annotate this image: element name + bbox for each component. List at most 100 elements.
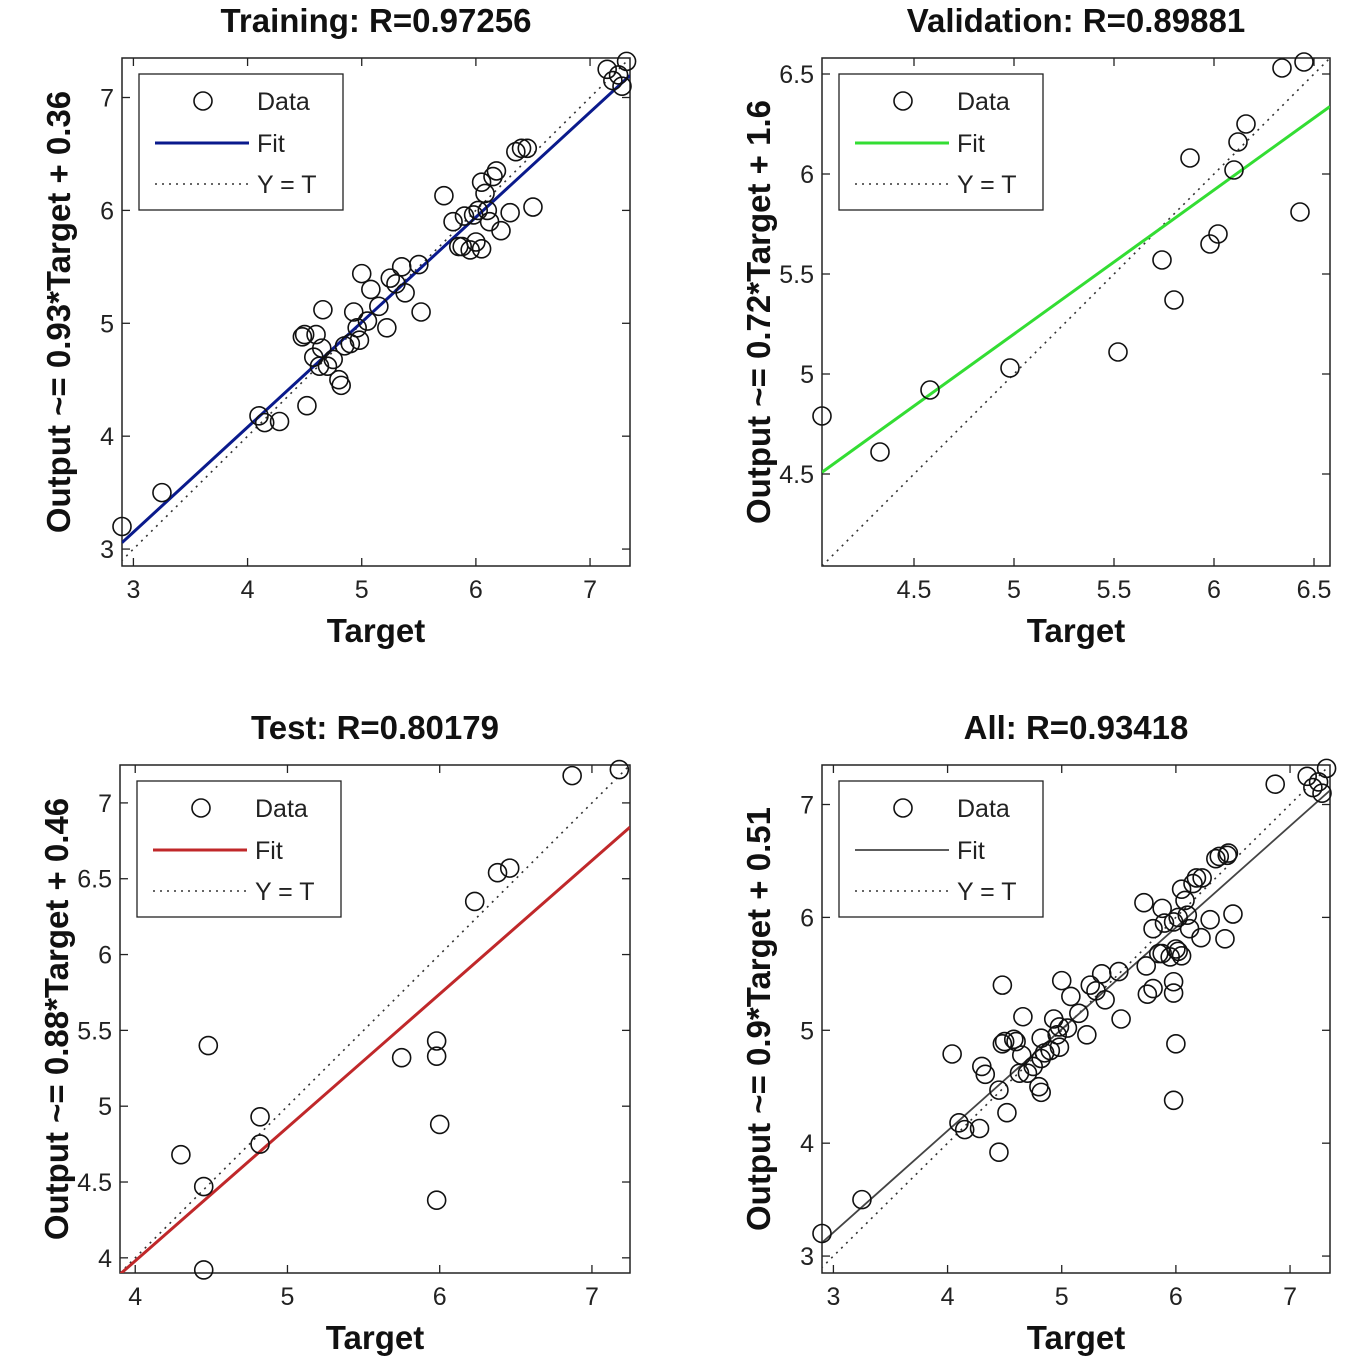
test-y-tick-label: 5.5 — [77, 1017, 112, 1045]
all-data-point — [1186, 868, 1207, 888]
validation-data-point — [1208, 224, 1228, 244]
all-data-point — [1080, 975, 1101, 995]
training-x-tick-label: 6 — [469, 576, 483, 604]
training-data-point — [477, 200, 498, 221]
validation-x-tick-label: 5.5 — [1097, 576, 1132, 604]
training-data-point — [517, 138, 538, 159]
all-data-point — [1111, 1009, 1131, 1029]
all-data-point — [1069, 1003, 1089, 1024]
all-data-point — [1061, 986, 1081, 1007]
all-legend-box — [838, 780, 1044, 918]
validation-data-point — [1290, 202, 1310, 222]
all-x-tick-label: 4 — [941, 1283, 955, 1311]
test-title: Test: R=0.80179 — [251, 709, 499, 746]
training-data-point — [466, 232, 486, 252]
training-x-tick-label: 4 — [241, 576, 255, 604]
test-fit-line — [120, 826, 630, 1273]
validation-data-point — [1108, 342, 1128, 362]
training-data-point — [471, 238, 492, 259]
test-data-point — [198, 1035, 219, 1056]
test-data-point — [171, 1144, 191, 1165]
test-data-point — [391, 1047, 412, 1068]
test-y-tick-label: 4 — [98, 1245, 112, 1273]
all-data-point — [954, 1119, 975, 1140]
all-data-point — [949, 1113, 969, 1133]
validation-y-tick-label: 5 — [800, 361, 814, 389]
all-title: All: R=0.93418 — [964, 709, 1189, 746]
training-data-point — [254, 412, 275, 433]
all-data-point — [989, 1080, 1009, 1100]
validation-data-point — [1200, 234, 1220, 254]
validation-identity-line — [822, 58, 1330, 566]
all-panel: All: R=0.93418 Target Output ~= 0.9*Target… — [740, 709, 1337, 1356]
validation-legend-data-marker — [893, 91, 913, 111]
training-y-tick-label: 5 — [100, 310, 114, 338]
validation-y-tick-label: 6 — [800, 161, 814, 189]
validation-y-tick-label: 5.5 — [779, 261, 814, 289]
all-legend-fit-label: Fit — [957, 837, 985, 865]
test-x-tick-label: 7 — [585, 1283, 599, 1311]
all-y-tick-label: 7 — [800, 792, 814, 820]
test-data-point — [464, 891, 485, 912]
all-data-point — [1217, 845, 1238, 866]
all-data-point — [1047, 1025, 1067, 1045]
validation-data-point — [1000, 358, 1020, 378]
training-legend-fit-label: Fit — [257, 130, 285, 158]
test-plot-area — [120, 765, 630, 1273]
training-data-point — [343, 302, 364, 322]
validation-data-point — [1164, 290, 1184, 310]
training-legend-data-label: Data — [257, 88, 310, 116]
training-data-point — [500, 202, 520, 223]
all-data-point — [1200, 909, 1220, 930]
test-data-point — [426, 1031, 447, 1051]
all-data-point — [1177, 905, 1198, 925]
validation-x-tick-label: 6.5 — [1297, 576, 1332, 604]
training-panel: Training: R=0.97256 Target Output ~= 0.93*… — [40, 2, 637, 649]
all-data-point — [975, 1064, 996, 1085]
all-x-tick-label: 6 — [1169, 1283, 1183, 1311]
all-y-tick-label: 3 — [800, 1243, 814, 1271]
all-data-point — [1003, 1029, 1024, 1050]
training-data-point — [380, 268, 401, 288]
training-data-point — [506, 141, 526, 162]
all-data-point — [1316, 758, 1337, 779]
test-data-point — [193, 1176, 214, 1197]
training-data-point — [297, 395, 317, 416]
all-y-tick-label: 4 — [800, 1130, 814, 1158]
all-plot-area — [822, 765, 1330, 1269]
all-data-point — [1166, 939, 1186, 959]
validation-legend-fit-label: Fit — [957, 130, 985, 158]
all-data-point — [1171, 879, 1192, 899]
test-legend-identity-label: Y = T — [255, 878, 315, 906]
training-data-point — [331, 375, 351, 396]
training-data-point — [323, 349, 343, 370]
validation-x-axis-label: Target — [1027, 612, 1125, 649]
validation-data-point — [920, 380, 940, 400]
training-data-point — [616, 51, 637, 72]
all-x-tick-label: 7 — [1283, 1283, 1297, 1311]
all-data-point — [1011, 1045, 1032, 1065]
training-title: Training: R=0.97256 — [221, 2, 532, 39]
training-data-point — [468, 200, 488, 221]
all-data-point — [1013, 1006, 1033, 1027]
validation-x-tick-label: 6 — [1207, 576, 1221, 604]
all-data-point — [1265, 774, 1286, 794]
test-data-point — [250, 1134, 270, 1154]
all-x-tick-label: 5 — [1055, 1283, 1069, 1311]
all-data-point — [1109, 961, 1129, 982]
all-fit-line — [822, 789, 1330, 1244]
all-data-point — [994, 1031, 1015, 1052]
validation-legend-identity-label: Y = T — [957, 171, 1017, 199]
training-data-point — [369, 296, 389, 317]
training-y-tick-label: 4 — [100, 423, 114, 451]
validation-legend-data-label: Data — [957, 88, 1010, 116]
test-y-tick-label: 4.5 — [77, 1169, 112, 1197]
test-y-tick-label: 6.5 — [77, 866, 112, 894]
training-data-point — [306, 324, 326, 345]
test-data-point — [250, 1107, 270, 1127]
all-data-point — [1312, 783, 1332, 804]
test-identity-line — [120, 765, 630, 1273]
training-y-tick-label: 6 — [100, 197, 114, 225]
training-data-point — [483, 166, 503, 187]
